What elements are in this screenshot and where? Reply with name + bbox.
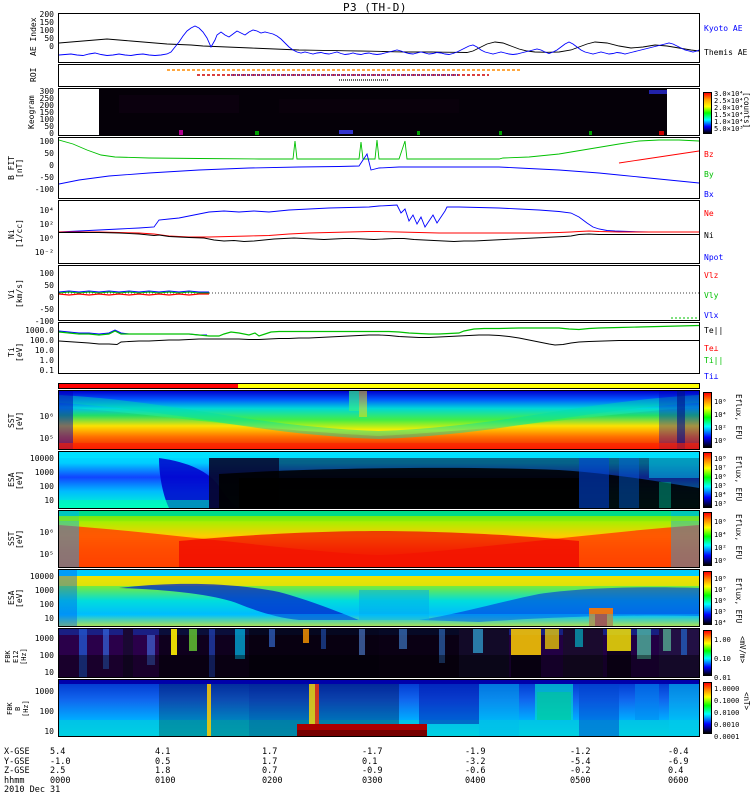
fbk2-colorbar-labels: 1.0000 0.1000 0.0100 0.0010 0.0001 (714, 685, 740, 741)
footer-col-2: 1.7 1.7 0.7 0200 (262, 747, 283, 786)
roi-plot (167, 69, 521, 81)
panel-esa-2 (58, 569, 700, 627)
vi-plot (59, 290, 699, 319)
panel-esa-2-yticks: 10000 1000 100 10 (29, 572, 54, 623)
sst2-colorbar (703, 512, 712, 566)
panel-ae-index (58, 13, 700, 63)
page-title: P3 (TH-D) (342, 1, 408, 14)
panel-ni (58, 200, 700, 264)
esa2-colorbar-title: Eflux, EFU (734, 578, 743, 624)
legend-by: By (704, 170, 714, 179)
footer-col-4: -1.9 -3.2 -0.6 0400 (465, 747, 486, 786)
panel-ae-index-yticks: 200 150 100 50 0 (39, 10, 54, 51)
panel-roi (58, 64, 700, 87)
legend-kyoto-ae: Kyoto AE (704, 24, 743, 33)
footer-col-3: -1.7 0.1 -0.9 0300 (362, 747, 383, 786)
legend-ti-par: Ti|| (704, 356, 724, 365)
legend-bx: Bx (704, 190, 714, 199)
panel-vi (58, 265, 700, 321)
panel-fbk-1-yticks: 1000 100 10 (34, 634, 54, 677)
footer-labels: X-GSE Y-GSE Z-GSE hhmm (4, 747, 30, 786)
panel-bfit (58, 137, 700, 199)
panel-keogram-yticks: 300 250 200 150 100 50 0 (39, 87, 54, 138)
panel-keogram (58, 88, 700, 136)
esa2-spectrogram (59, 570, 699, 626)
fbk2-colorbar-title: <nT> (742, 692, 750, 711)
esa1-colorbar-labels: 10⁸ 10⁷ 10⁶ 10⁵ 10⁴ 10³ (714, 455, 727, 508)
panel-ti-yticks: 1000.0 100.0 10.0 1.0 0.1 (25, 326, 54, 375)
sst1-colorbar (703, 392, 712, 448)
esa1-colorbar (703, 452, 712, 508)
mode-status-bar (58, 383, 700, 389)
panel-vi-yticks: 100 50 0 -50 -100 (34, 269, 54, 326)
fbk1-colorbar (703, 630, 712, 676)
panel-bfit-yticks: 100 50 0 -50 -100 (34, 137, 54, 194)
keogram-colorbar-labels: 3.0×10⁴ 2.5×10⁴ 2.0×10⁴ 1.5×10⁴ 1.0×10⁴ 5.0×1… (714, 90, 744, 133)
panel-sst-2 (58, 510, 700, 568)
fbk2-spectrogram (59, 680, 699, 736)
panel-ni-yticks: 10⁴ 10² 10⁰ 10⁻² (34, 206, 54, 257)
legend-npot: Npot (704, 253, 724, 262)
fbk1-colorbar-labels: 1.00 0.10 0.01 (714, 636, 731, 682)
sst1-colorbar-title: Eflux, EFU (734, 394, 743, 440)
sst2-spectrogram (59, 511, 699, 567)
keogram-image (59, 89, 699, 135)
legend-ni: Ni (704, 231, 714, 240)
fbk1-colorbar-title: <mV/m> (738, 636, 747, 664)
fbk1-spectrogram (59, 629, 699, 677)
legend-themis-ae: Themis AE (704, 48, 748, 57)
bfit-plot (59, 139, 699, 185)
sst2-colorbar-labels: 10⁶ 10⁴ 10² 10⁰ (714, 518, 727, 565)
footer-col-1: 4.1 0.5 1.8 0100 (155, 747, 176, 786)
sst2-colorbar-title: Eflux, EFU (734, 514, 743, 560)
legend-vlx: Vlx (704, 311, 719, 320)
footer-date: 2010 Dec 31 (4, 785, 61, 795)
legend-vly: Vly (704, 291, 719, 300)
legend-bz: Bz (704, 150, 714, 159)
legend-te-perp: Te⊥ (704, 344, 719, 353)
legend-ne: Ne (704, 209, 714, 218)
panel-fbk-1 (58, 628, 700, 678)
esa2-colorbar (703, 571, 712, 625)
ae-index-plot (59, 25, 699, 56)
footer-col-6: -0.4 -6.9 0.4 0600 (668, 747, 689, 786)
esa1-spectrogram (59, 452, 699, 508)
sst1-spectrogram (59, 391, 699, 449)
esa1-colorbar-title: Eflux, EFU (734, 456, 743, 502)
panel-fbk-2-yticks: 1000 100 10 (34, 687, 54, 736)
legend-ti-perp: Ti⊥ (704, 372, 719, 381)
panel-esa-1 (58, 451, 700, 509)
footer-col-0: 5.4 -1.0 2.5 0000 (50, 747, 71, 786)
ni-plot (59, 204, 699, 242)
panel-sst-2-yticks: 10⁶ 10⁵ (39, 528, 54, 559)
keogram-colorbar (703, 92, 712, 134)
sst1-colorbar-labels: 10⁶ 10⁴ 10² 10⁰ (714, 398, 727, 445)
legend-te-par: Te|| (704, 326, 724, 335)
legend-vlz: Vlz (704, 271, 719, 280)
ti-plot (59, 324, 699, 346)
keogram-colorbar-title: [counts] (742, 92, 750, 129)
fbk2-colorbar (703, 682, 712, 734)
footer-col-5: -1.2 -5.4 -0.2 0500 (570, 747, 591, 786)
esa2-colorbar-labels: 10⁸ 10⁷ 10⁶ 10⁵ 10⁴ (714, 575, 727, 627)
panel-ti (58, 322, 700, 374)
panel-roi-ylabel: ROI (29, 67, 38, 83)
panel-sst-1-yticks: 10⁶ 10⁵ (39, 412, 54, 443)
panel-sst-1 (58, 390, 700, 450)
panel-esa-1-yticks: 10000 1000 100 10 (29, 454, 54, 505)
panel-fbk-2 (58, 679, 700, 737)
